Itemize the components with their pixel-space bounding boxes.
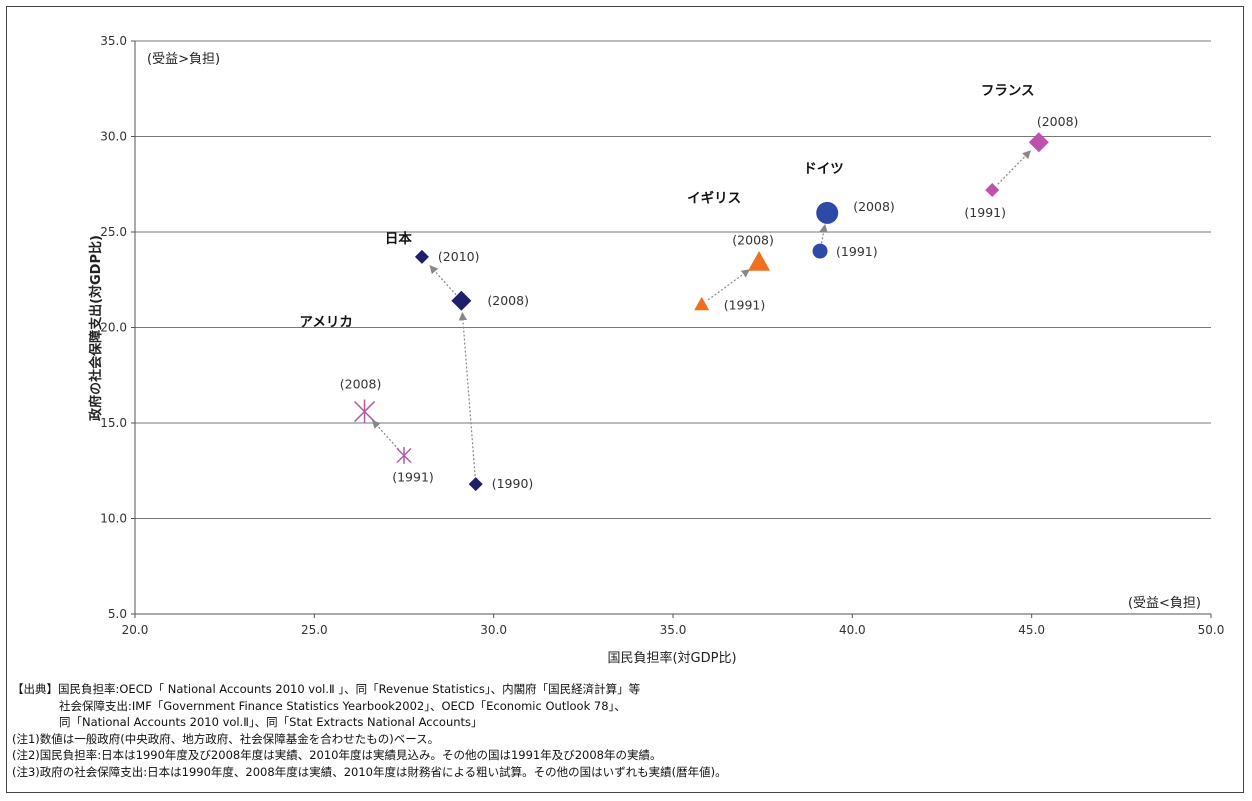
year-label: (2008)	[487, 293, 529, 308]
country-label: ドイツ	[803, 161, 844, 177]
trend-arrow	[819, 223, 828, 244]
data-points	[354, 132, 1049, 492]
year-label: (1991)	[392, 469, 434, 484]
circle-marker	[816, 201, 839, 224]
x-tick-label: 45.0	[1018, 623, 1045, 637]
notes: 【出典】国民負担率:OECD「 National Accounts 2010 v…	[12, 681, 1237, 780]
diamond-marker	[985, 182, 1000, 197]
year-label: (1991)	[964, 205, 1006, 220]
scatter-chart: 5.0 10.0 15.0 20.0 25.0 30.0 35.0 20.0 25.0 30.0 3…	[88, 34, 1224, 666]
corner-label-top-left: (受益>負担)	[147, 52, 220, 67]
year-label: (2008)	[732, 233, 774, 248]
asterisk-marker	[396, 447, 412, 464]
trend-arrow	[707, 269, 751, 301]
trend-arrow	[997, 150, 1032, 185]
x-tick-label: 50.0	[1198, 623, 1225, 637]
year-label: (1991)	[836, 244, 878, 259]
note-source-3: 同「National Accounts 2010 vol.Ⅱ」、同「Stat E…	[59, 715, 483, 729]
diamond-marker	[468, 477, 483, 492]
note-2: (注2)国民負担率:日本は1990年度及び2008年度は実績、2010年度は実績…	[12, 748, 662, 762]
y-tick-label: 30.0	[100, 130, 127, 144]
triangle-marker	[748, 251, 771, 271]
x-tick-label: 35.0	[660, 623, 687, 637]
note-source-2: 社会保障支出:IMF「Government Finance Statistics…	[59, 698, 626, 713]
x-tick-label: 40.0	[839, 623, 866, 637]
x-tick-label: 30.0	[480, 623, 507, 637]
asterisk-marker	[354, 399, 376, 424]
axes: 5.0 10.0 15.0 20.0 25.0 30.0 35.0 20.0 25.0 30.0 3…	[100, 34, 1224, 637]
corner-label-bottom-right: (受益<負担)	[1128, 596, 1201, 611]
diamond-marker	[1028, 132, 1049, 153]
point-labels: (1990) (2008) (2010) 日本 (1991) (2008) アメリカ (199…	[300, 83, 1079, 491]
trend-arrow	[372, 419, 400, 450]
x-tick-label: 25.0	[301, 623, 328, 637]
country-label: 日本	[385, 230, 412, 247]
country-label: アメリカ	[300, 315, 353, 331]
circle-marker	[812, 243, 828, 259]
year-label: (2008)	[340, 377, 382, 392]
y-axis-label: 政府の社会保障支出(対GDP比)	[88, 235, 104, 421]
year-label: (1990)	[492, 476, 534, 491]
year-label: (2008)	[1037, 114, 1079, 129]
y-tick-label: 10.0	[100, 512, 127, 526]
arrows	[372, 150, 1032, 477]
trend-arrow	[458, 311, 476, 477]
y-tick-label: 35.0	[100, 34, 127, 48]
chart-frame	[6, 6, 1244, 793]
note-3: (注3)政府の社会保障支出:日本は1990年度、2008年度は実績、2010年度…	[12, 764, 727, 779]
diamond-marker	[451, 290, 472, 311]
country-label: フランス	[981, 83, 1035, 99]
x-axis-label: 国民負担率(対GDP比)	[607, 650, 736, 666]
note-1: (注1)数値は一般政府(中央政府、地方政府、社会保障基金を合わせたもの)ベース。	[12, 731, 440, 746]
y-tick-label: 5.0	[108, 607, 127, 621]
year-label: (2010)	[438, 249, 480, 264]
y-tick-label: 15.0	[100, 416, 127, 430]
x-tick-label: 20.0	[122, 623, 149, 637]
country-label: イギリス	[687, 191, 741, 207]
triangle-marker	[694, 296, 710, 311]
trend-arrow	[429, 265, 457, 296]
year-label: (1991)	[724, 298, 766, 313]
y-tick-label: 25.0	[100, 225, 127, 239]
year-label: (2008)	[853, 199, 895, 214]
grid-lines	[135, 40, 1211, 519]
diamond-marker	[414, 249, 429, 264]
y-tick-label: 20.0	[100, 321, 127, 335]
note-source: 【出典】国民負担率:OECD「 National Accounts 2010 v…	[12, 682, 641, 696]
